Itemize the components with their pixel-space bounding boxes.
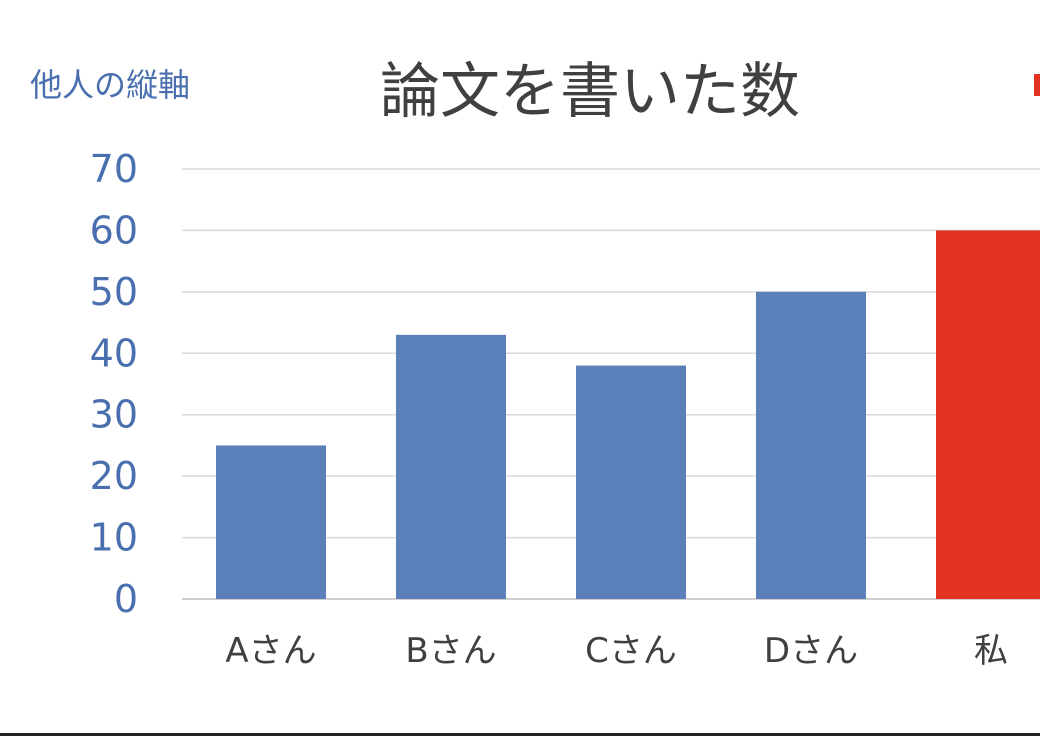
bar: [936, 230, 1040, 599]
x-tick-label: Dさん: [764, 631, 858, 671]
x-tick-label: 私: [974, 631, 1008, 671]
x-tick-label: Aさん: [225, 631, 316, 671]
bar: [576, 365, 686, 599]
y-axis-label: 他人の縦軸: [30, 66, 190, 104]
y-tick-label: 20: [90, 454, 138, 498]
y-tick-label: 10: [90, 516, 138, 560]
bottom-divider: [0, 733, 1040, 736]
x-tick-label: Cさん: [585, 631, 677, 671]
y-tick-label: 30: [90, 393, 138, 437]
x-tick-label: Bさん: [405, 631, 496, 671]
bar: [396, 334, 506, 599]
y-tick-label: 60: [90, 208, 138, 252]
chart-title: 論文を書いた数: [380, 57, 800, 127]
bars: [216, 230, 1040, 599]
bar: [756, 291, 866, 599]
y-tick-label: 50: [90, 270, 138, 314]
x-axis-ticks: Aさん Bさん Cさん Dさん 私: [225, 631, 1008, 671]
y-tick-label: 0: [114, 577, 138, 621]
bar: [216, 445, 326, 599]
y-tick-label: 40: [90, 331, 138, 375]
y-axis-ticks: 0 10 20 30 40 50 60 70: [90, 147, 138, 621]
right-axis-label-fragment: [1034, 74, 1040, 96]
y-tick-label: 70: [90, 147, 138, 191]
